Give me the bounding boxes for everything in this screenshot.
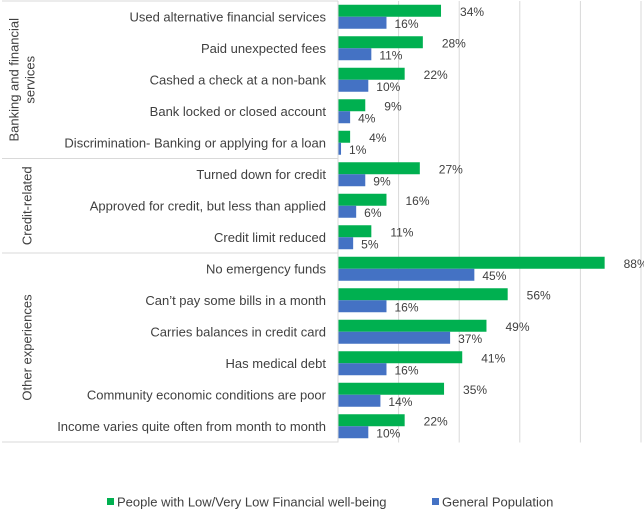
- data-label: 16%: [394, 300, 418, 314]
- data-label: 10%: [376, 80, 400, 94]
- data-label: 4%: [369, 131, 387, 145]
- bar-general-population: [338, 331, 451, 344]
- legend-label: People with Low/Very Low Financial well-…: [117, 495, 387, 510]
- data-label: 11%: [390, 225, 413, 239]
- group-label: Other experiences: [20, 294, 35, 401]
- bar-general-population: [338, 394, 381, 407]
- legend-label: General Population: [442, 495, 553, 510]
- data-label: 10%: [376, 426, 400, 440]
- bar-general-population: [338, 426, 369, 439]
- category-label: Cashed a check at a non-bank: [150, 72, 327, 87]
- data-label: 27%: [439, 162, 463, 176]
- data-label: 88%: [624, 257, 644, 271]
- group-label: Credit-related: [20, 166, 35, 245]
- data-label: 34%: [460, 5, 484, 19]
- bar-general-population: [338, 16, 387, 29]
- data-label: 41%: [481, 351, 505, 365]
- data-label: 35%: [463, 383, 487, 397]
- bar-general-population: [338, 111, 351, 124]
- bar-low-wellbeing: [338, 351, 463, 364]
- group-label: Banking and financial: [7, 18, 22, 142]
- data-label: 22%: [424, 68, 448, 82]
- category-label: Paid unexpected fees: [201, 41, 327, 56]
- bar-low-wellbeing: [338, 130, 351, 143]
- bar-low-wellbeing: [338, 36, 423, 49]
- category-label: Community economic conditions are poor: [87, 387, 327, 402]
- category-label: Used alternative financial services: [129, 9, 326, 24]
- bar-general-population: [338, 205, 357, 218]
- bar-general-population: [338, 268, 475, 281]
- data-label: 22%: [424, 414, 448, 428]
- bar-general-population: [338, 363, 387, 376]
- data-label: 5%: [361, 237, 379, 251]
- data-label: 37%: [458, 332, 482, 346]
- bar-low-wellbeing: [338, 382, 445, 395]
- bar-low-wellbeing: [338, 414, 405, 427]
- bar-low-wellbeing: [338, 4, 442, 17]
- group-label: services: [23, 55, 38, 103]
- bar-general-population: [338, 300, 387, 313]
- category-label: Carries balances in credit card: [150, 324, 326, 339]
- data-label: 4%: [358, 111, 376, 125]
- category-label: Discrimination- Banking or applying for …: [64, 135, 326, 150]
- category-label: Has medical debt: [226, 356, 327, 371]
- bar-low-wellbeing: [338, 225, 372, 238]
- bar-general-population: [338, 48, 372, 61]
- data-label: 1%: [349, 143, 367, 157]
- bar-low-wellbeing: [338, 162, 420, 175]
- category-label: Can’t pay some bills in a month: [145, 293, 326, 308]
- category-label: Income varies quite often from month to …: [57, 419, 326, 434]
- bar-low-wellbeing: [338, 256, 605, 269]
- category-label: Bank locked or closed account: [150, 104, 327, 119]
- bar-general-population: [338, 237, 354, 250]
- data-label: 45%: [482, 269, 506, 283]
- category-label: Turned down for credit: [196, 167, 326, 182]
- category-label: No emergency funds: [206, 261, 326, 276]
- data-label: 49%: [505, 320, 529, 334]
- legend-swatch: [432, 498, 439, 505]
- bar-low-wellbeing: [338, 193, 387, 206]
- bar-general-population: [338, 174, 366, 187]
- legend-swatch: [107, 498, 114, 505]
- bar-low-wellbeing: [338, 288, 508, 301]
- data-label: 9%: [373, 174, 391, 188]
- data-label: 9%: [384, 99, 402, 113]
- category-label: Approved for credit, but less than appli…: [90, 198, 326, 213]
- category-label: Credit limit reduced: [214, 230, 326, 245]
- data-label: 16%: [394, 363, 418, 377]
- bar-low-wellbeing: [338, 319, 487, 332]
- bar-general-population: [338, 79, 369, 92]
- bar-low-wellbeing: [338, 67, 405, 80]
- data-label: 6%: [364, 206, 382, 220]
- data-label: 28%: [442, 36, 466, 50]
- data-label: 16%: [394, 17, 418, 31]
- data-label: 11%: [379, 48, 402, 62]
- data-label: 16%: [405, 194, 429, 208]
- bar-low-wellbeing: [338, 99, 366, 112]
- data-label: 14%: [388, 395, 412, 409]
- bar-general-population: [338, 142, 342, 155]
- data-label: 56%: [527, 288, 551, 302]
